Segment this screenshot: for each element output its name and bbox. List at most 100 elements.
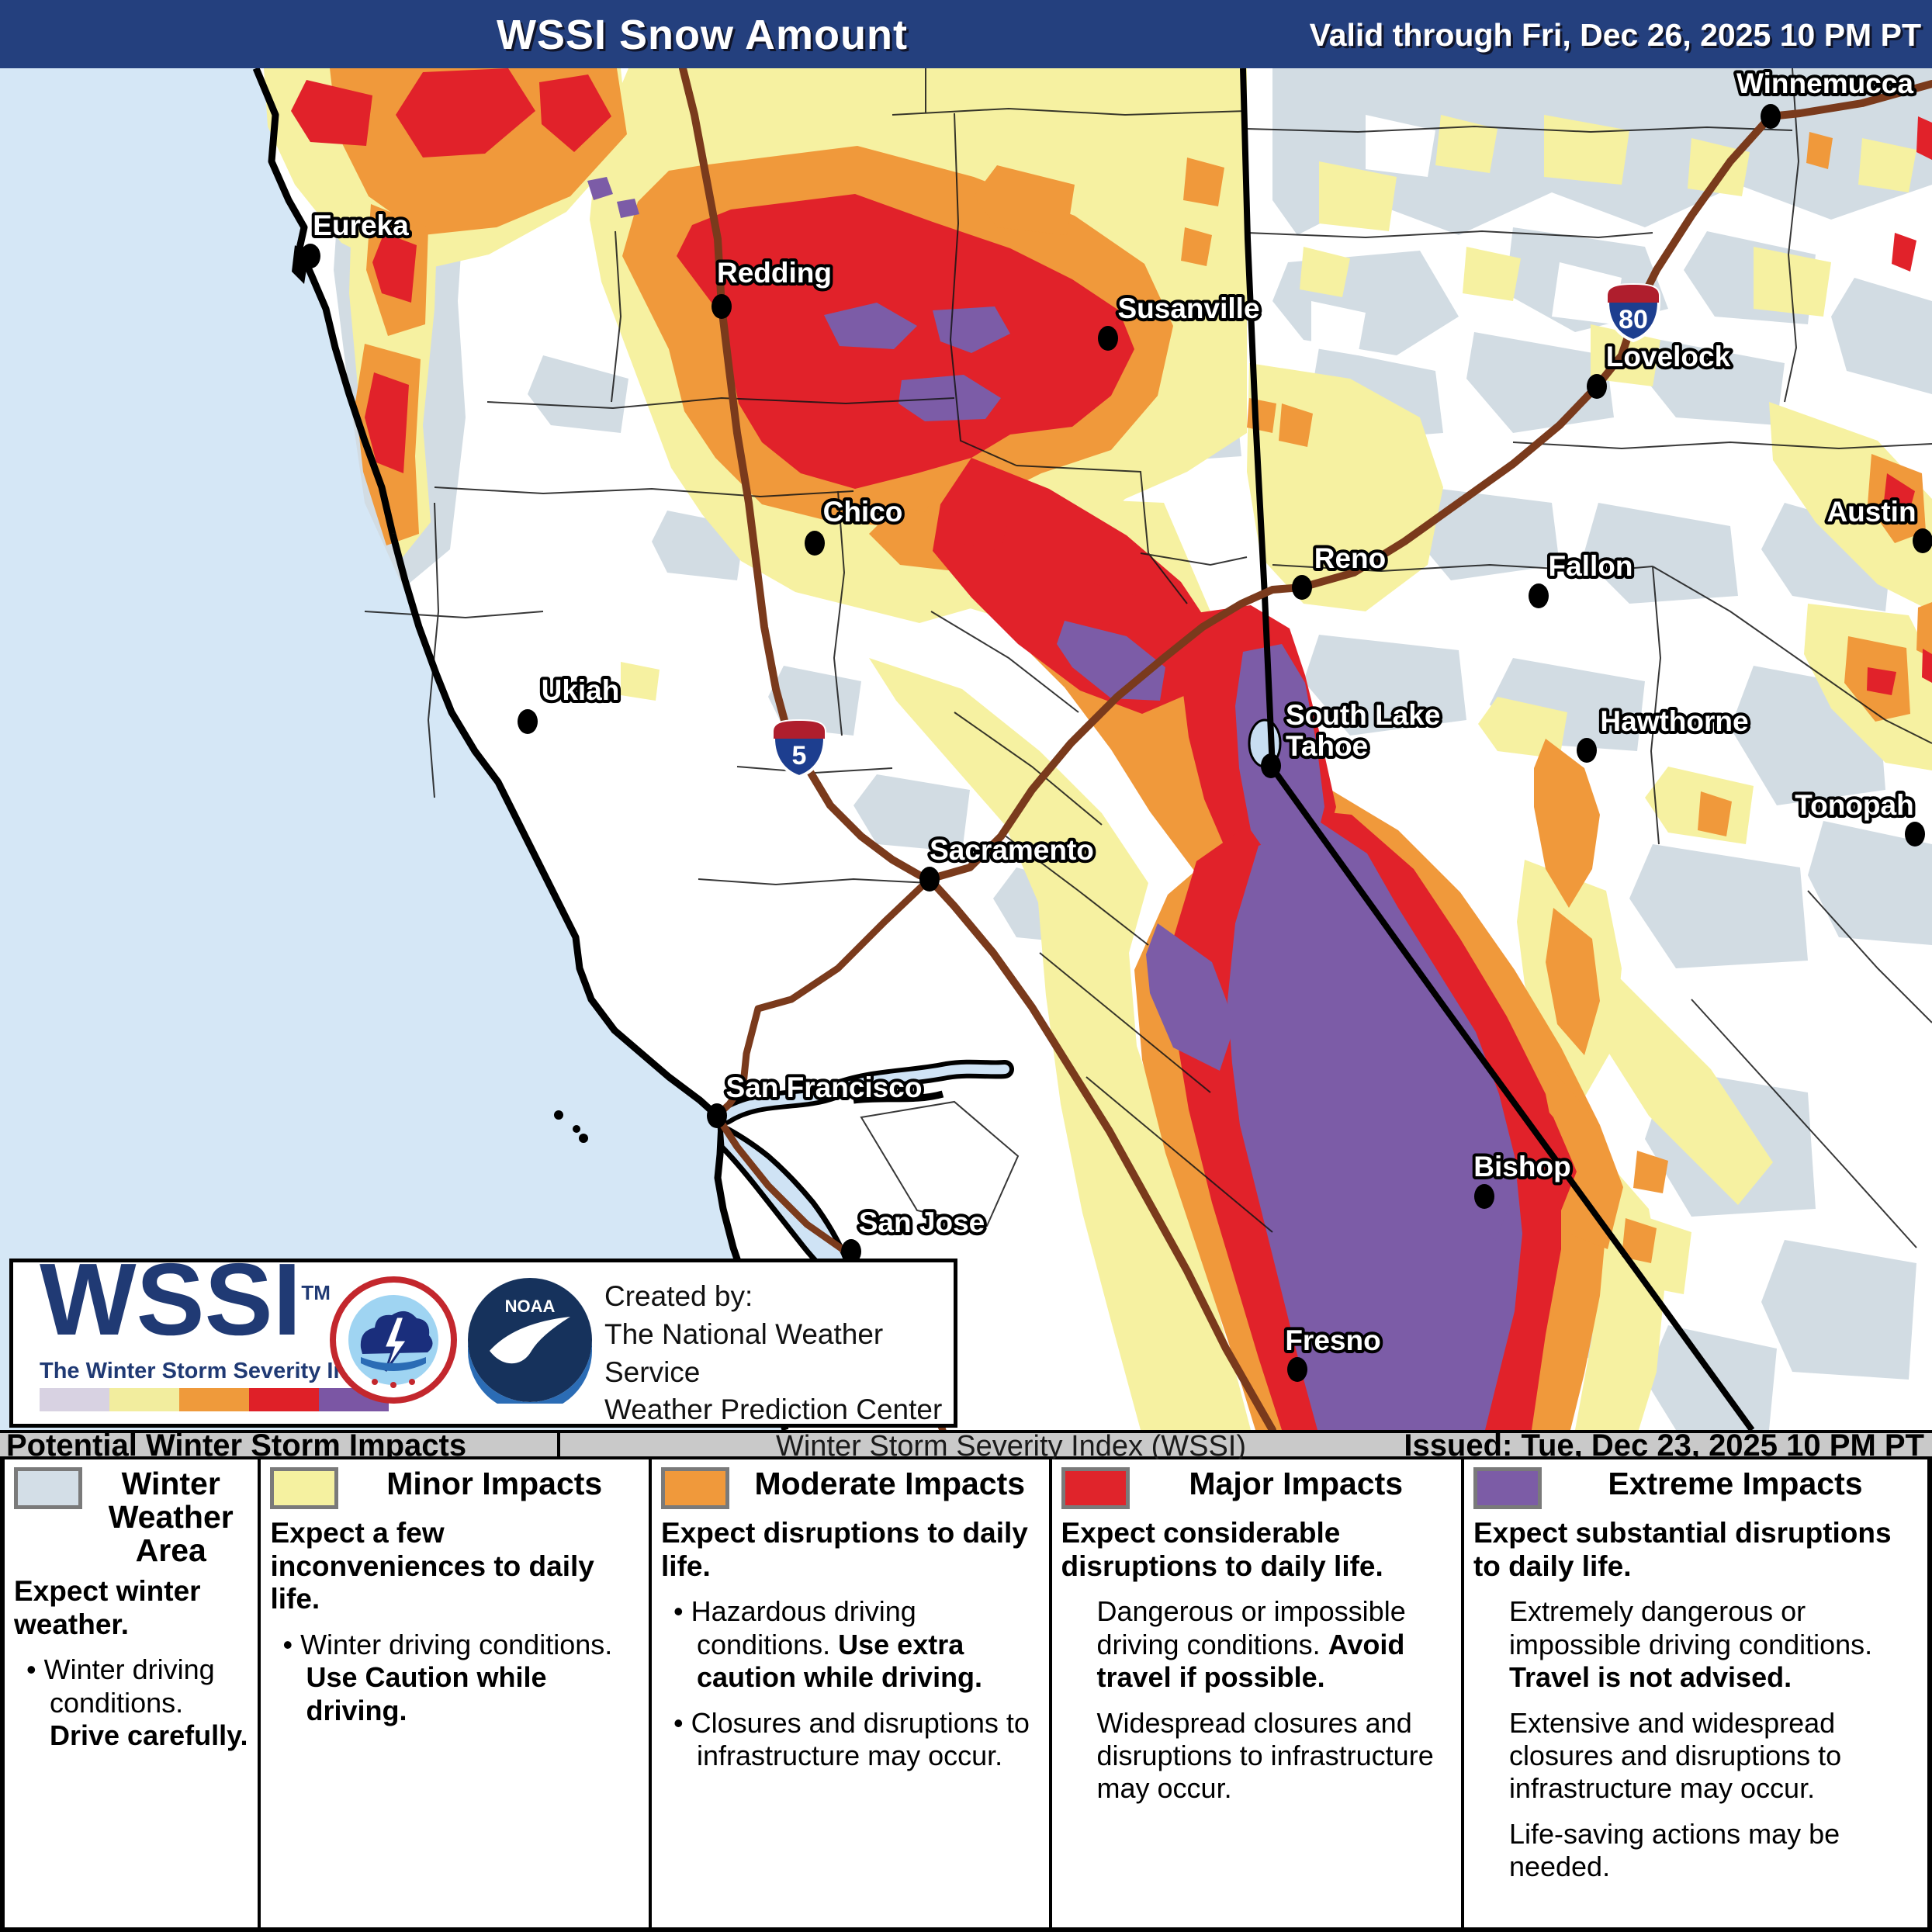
- nws-logo: [330, 1276, 457, 1404]
- city-label: Tonopah: [1795, 789, 1913, 821]
- city-label: Chico: [823, 496, 903, 528]
- coastline: [252, 68, 789, 1430]
- legend-item: Widespread closures and disruptions to i…: [1096, 1706, 1434, 1805]
- wssi-logotype: WSSITM: [40, 1242, 331, 1356]
- city-eureka: Eureka: [300, 206, 412, 268]
- city-reno: Reno: [1292, 539, 1389, 600]
- city-dot: [1261, 753, 1281, 778]
- city-hawthorne: Hawthorne: [1577, 702, 1752, 763]
- legend-item: Dangerous or impossible driving conditio…: [1096, 1595, 1406, 1694]
- legend-title: Extreme Impacts: [1608, 1466, 1863, 1501]
- created-by-line: Created by:: [604, 1280, 753, 1312]
- city-austin: Austin: [1823, 493, 1932, 553]
- delta-squiggle: [853, 1090, 944, 1104]
- legend-swatch: [270, 1467, 339, 1509]
- legend-intro: Expect winter weather.: [14, 1575, 201, 1640]
- wssi-subtitle: Winter Storm Severity Index (WSSI): [776, 1430, 1247, 1463]
- city-dot: [1587, 374, 1607, 399]
- legend-column-minor-impacts: Minor Impacts Expect a few inconveniences…: [261, 1459, 653, 1927]
- created-by-line: The National Weather Service: [604, 1317, 884, 1388]
- city-label: Sacramento: [930, 834, 1094, 866]
- legend-title: Moderate Impacts: [754, 1466, 1026, 1501]
- city-label: San Francisco: [726, 1072, 923, 1103]
- city-dot: [1292, 575, 1312, 600]
- city-label: Fallon: [1549, 550, 1633, 582]
- city-label: Eureka: [313, 209, 409, 241]
- legend-column-winter-weather-area: Winter Weather Area Expect winter weather…: [5, 1459, 261, 1927]
- city-dot: [518, 709, 538, 734]
- legend-item: • Winter driving conditions. Use Caution…: [282, 1628, 613, 1726]
- legend-swatch: [1473, 1467, 1542, 1509]
- city-dot: [841, 1239, 861, 1264]
- city-chico: Chico: [805, 493, 905, 556]
- bar-divider: [557, 1433, 560, 1456]
- city-susanville: Susanville: [1098, 289, 1263, 351]
- city-dot: [1474, 1184, 1494, 1209]
- city-winnemucca: Winnemucca: [1733, 68, 1916, 129]
- city-label: South Lake: [1286, 699, 1440, 731]
- scale-swatch: [249, 1388, 319, 1411]
- city-dot: [1098, 326, 1118, 351]
- svg-text:80: 80: [1619, 305, 1648, 334]
- header-bar: WSSI Snow Amount Valid through Fri, Dec …: [0, 0, 1932, 68]
- legend-item: • Hazardous driving conditions. Use extr…: [673, 1595, 983, 1694]
- city-label: San Jose: [859, 1207, 985, 1238]
- city-dot: [712, 294, 732, 319]
- city-fallon: Fallon: [1529, 547, 1636, 608]
- city-label: Lovelock: [1606, 341, 1731, 372]
- road-i80: [926, 80, 1932, 883]
- city-dot: [1577, 738, 1597, 763]
- city-redding: Redding: [712, 254, 835, 319]
- city-sacramento: Sacramento: [919, 831, 1097, 892]
- impacts-heading: Potential Winter Storm Impacts: [6, 1428, 467, 1463]
- legend-swatch: [661, 1467, 730, 1509]
- legend-item: Extensive and widespread closures and di…: [1508, 1706, 1842, 1805]
- legend-item: Life-saving actions may be needed.: [1508, 1817, 1840, 1883]
- city-san-francisco: San Francisco: [707, 1068, 925, 1128]
- legend-title: Minor Impacts: [386, 1466, 603, 1501]
- city-label: Hawthorne: [1600, 705, 1748, 737]
- impact-legend: Winter Weather Area Expect winter weather…: [0, 1459, 1932, 1932]
- scale-swatch: [109, 1388, 179, 1411]
- legend-intro: Expect substantial disruptions to daily …: [1473, 1517, 1892, 1582]
- legend-swatch: [14, 1467, 82, 1509]
- noaa-logo: NOAA: [468, 1278, 592, 1404]
- city-dot: [805, 531, 825, 556]
- legend-swatch: [1061, 1467, 1130, 1509]
- interstate-5-shield-icon: 5: [772, 718, 826, 779]
- city-label: Fresno: [1285, 1324, 1380, 1356]
- scale-swatch: [179, 1388, 249, 1411]
- legend-intro: Expect disruptions to daily life.: [661, 1517, 1028, 1582]
- city-dot: [707, 1103, 727, 1128]
- legend-title: Major Impacts: [1189, 1466, 1404, 1501]
- scale-swatch: [40, 1388, 109, 1411]
- legend-intro: Expect considerable disruptions to daily…: [1061, 1517, 1383, 1582]
- city-label: Tahoe: [1286, 730, 1368, 762]
- city-label: Austin: [1826, 496, 1916, 528]
- svg-text:5: 5: [792, 741, 807, 770]
- city-bishop: Bishop: [1470, 1148, 1574, 1209]
- svg-text:NOAA: NOAA: [505, 1297, 556, 1316]
- city-tonopah: Tonopah: [1792, 786, 1925, 847]
- city-dot: [1287, 1357, 1307, 1382]
- road-to-sf: [713, 875, 933, 1120]
- city-san-jose: San Jose: [841, 1203, 988, 1264]
- city-dot: [1529, 583, 1549, 608]
- city-label: Redding: [717, 257, 832, 289]
- road-i5: [679, 68, 1276, 1430]
- city-dot: [1905, 822, 1925, 847]
- delta-channel-water: [721, 1064, 1009, 1120]
- created-by-line: Weather Prediction Center: [604, 1394, 943, 1426]
- island-dots: [554, 1110, 588, 1143]
- legend-item: • Winter driving conditions. Drive caref…: [26, 1653, 248, 1752]
- interstate-80-shield-icon: 80: [1606, 282, 1660, 343]
- legend-column-moderate-impacts: Moderate Impacts Expect disruptions to da…: [652, 1459, 1052, 1927]
- page-title: WSSI Snow Amount: [497, 12, 908, 58]
- created-by-text: Created by: The National Weather Service W…: [604, 1278, 954, 1429]
- wssi-tagline: The Winter Storm Severity Index: [40, 1359, 386, 1383]
- state-border: [1240, 68, 1755, 1430]
- map-canvas: 5 80 Eureka Redding Susanville Winnemucca Lov…: [0, 68, 1932, 1430]
- city-dot: [300, 244, 320, 268]
